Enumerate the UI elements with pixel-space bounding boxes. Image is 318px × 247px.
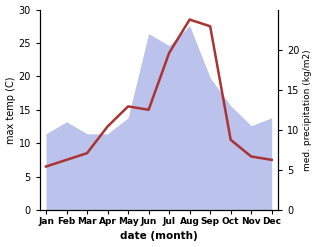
Y-axis label: med. precipitation (kg/m2): med. precipitation (kg/m2) bbox=[303, 49, 313, 171]
X-axis label: date (month): date (month) bbox=[120, 231, 198, 242]
Y-axis label: max temp (C): max temp (C) bbox=[5, 76, 16, 144]
